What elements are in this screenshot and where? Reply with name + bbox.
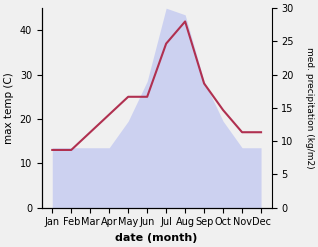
Y-axis label: med. precipitation (kg/m2): med. precipitation (kg/m2) bbox=[305, 47, 314, 169]
X-axis label: date (month): date (month) bbox=[115, 233, 198, 243]
Y-axis label: max temp (C): max temp (C) bbox=[4, 72, 14, 144]
